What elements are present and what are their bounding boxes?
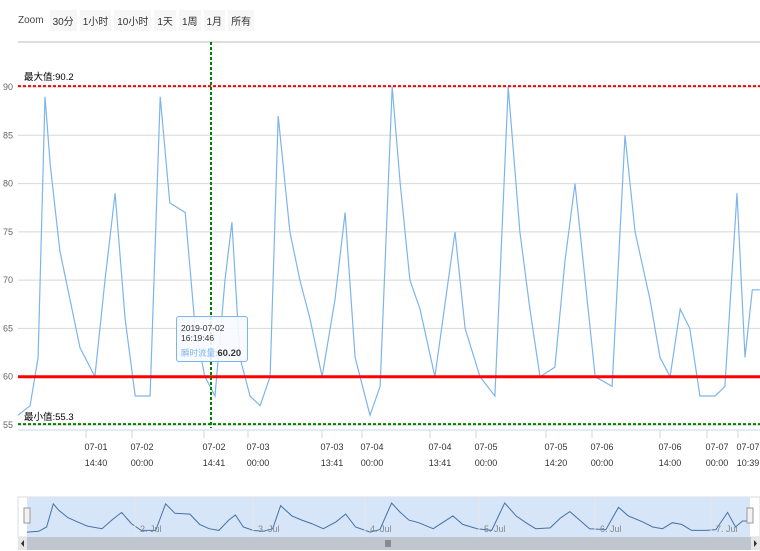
tooltip-time: 2019-07-02 16:19:46 — [181, 323, 225, 343]
zoom-1week-button[interactable]: 1周 — [178, 10, 201, 31]
arrow-left-icon — [21, 540, 24, 547]
x-tick-date: 07-07 — [705, 442, 728, 452]
zoom-1hour-button[interactable]: 1小时 — [79, 10, 112, 31]
navigator-label: 4. Jul — [370, 524, 392, 534]
x-tick-date: 07-03 — [320, 442, 343, 452]
x-tick-time: 10:39 — [737, 458, 760, 468]
navigator-label: 6. Jul — [600, 524, 622, 534]
zoom-1day-button[interactable]: 1天 — [154, 10, 176, 31]
x-tick-time: 00:00 — [361, 458, 384, 468]
zoom-30min-button[interactable]: 30分 — [49, 10, 77, 31]
x-tick-date: 07-03 — [246, 442, 269, 452]
x-tick-date: 07-07 — [736, 442, 759, 452]
tooltip: 2019-07-02 16:19:46 瞬时流量:60.20 — [176, 316, 248, 362]
y-tick-label: 90 — [3, 82, 13, 92]
x-tick-time: 13:41 — [321, 458, 344, 468]
y-tick-label: 80 — [3, 179, 13, 189]
zoom-10hour-button[interactable]: 10小时 — [114, 10, 152, 31]
x-tick-time: 14:20 — [545, 458, 568, 468]
x-tick-time: 13:41 — [429, 458, 452, 468]
y-tick-label: 65 — [3, 323, 13, 333]
navigator-handle-left[interactable] — [23, 507, 31, 524]
y-tick-label: 85 — [3, 130, 13, 140]
series-line — [17, 86, 760, 418]
min-label: 最小值:55.3 — [24, 411, 74, 423]
x-tick-time: 00:00 — [706, 458, 729, 468]
x-tick-date: 07-04 — [360, 442, 383, 452]
max-label: 最大值:90.2 — [24, 71, 74, 83]
navigator-label: 2. Jul — [140, 524, 162, 534]
y-tick-label: 60 — [3, 372, 13, 382]
x-tick-date: 07-05 — [544, 442, 567, 452]
x-tick-time: 00:00 — [131, 458, 154, 468]
x-tick-time: 14:40 — [85, 458, 108, 468]
x-tick-time: 14:00 — [659, 458, 682, 468]
y-tick-label: 55 — [3, 420, 13, 430]
range-selector: Zoom 30分 1小时 10小时 1天 1周 1月 所有 — [18, 10, 255, 31]
x-tick-date: 07-02 — [130, 442, 153, 452]
navigator-label: 5. Jul — [484, 524, 506, 534]
x-tick-time: 14:41 — [203, 458, 226, 468]
navigator-label: 7. Jul — [716, 524, 738, 534]
x-tick-date: 07-06 — [658, 442, 681, 452]
x-tick-date: 07-04 — [428, 442, 451, 452]
scrollbar-grip-icon — [385, 540, 391, 547]
zoom-1month-button[interactable]: 1月 — [203, 10, 226, 31]
zoom-label: Zoom — [18, 15, 44, 26]
x-tick-date: 07-05 — [474, 442, 497, 452]
x-tick-time: 00:00 — [247, 458, 270, 468]
tooltip-series-label: 瞬时流量: — [181, 348, 218, 358]
x-tick-date: 07-01 — [84, 442, 107, 452]
scrollbar-track[interactable] — [18, 537, 760, 550]
zoom-all-button[interactable]: 所有 — [228, 10, 255, 31]
x-tick-date: 07-06 — [590, 442, 613, 452]
x-tick-time: 00:00 — [591, 458, 614, 468]
navigator-label: 3. Jul — [258, 524, 280, 534]
y-tick-label: 75 — [3, 227, 13, 237]
tooltip-value: 60.20 — [217, 348, 242, 359]
navigator-handle-right[interactable] — [746, 507, 754, 524]
arrow-right-icon — [754, 540, 757, 547]
y-tick-label: 70 — [3, 275, 13, 285]
x-tick-time: 00:00 — [475, 458, 498, 468]
x-tick-date: 07-02 — [202, 442, 225, 452]
